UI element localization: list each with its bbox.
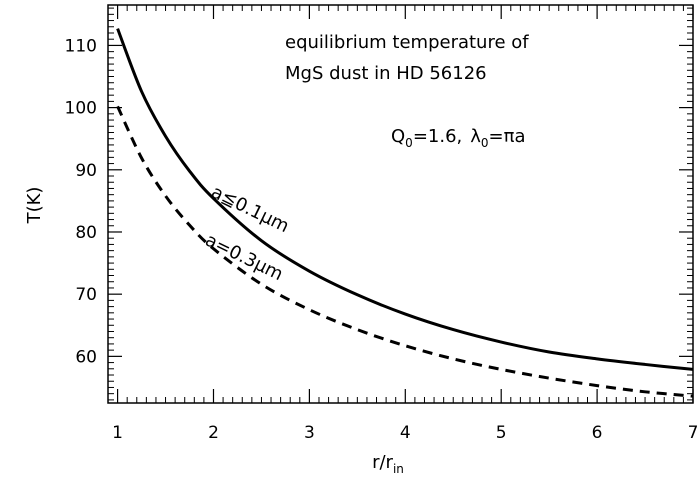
x-tick-label: 3 xyxy=(304,423,315,443)
param-lambda-sub: 0 xyxy=(481,136,489,150)
x-axis-title: r/rin xyxy=(372,452,404,476)
y-tick-label: 70 xyxy=(75,285,97,305)
param-lambda: λ xyxy=(470,126,481,147)
axis-tick-labels: 1 2 3 4 5 6 7 60 70 80 90 100 110 xyxy=(65,36,699,443)
annotation-line2: MgS dust in HD 56126 xyxy=(285,63,487,84)
y-tick-label: 80 xyxy=(75,223,97,243)
param-q: Q xyxy=(391,126,405,147)
annotation-params: Q0=1.6, λ0=πa xyxy=(391,126,526,150)
series-label-solid: a≦0.1μm xyxy=(208,182,292,238)
y-tick-label: 100 xyxy=(65,99,97,119)
series-label-dashed: a=0.3μm xyxy=(202,230,286,286)
x-tick-label: 7 xyxy=(688,423,699,443)
x-axis-title-sub: in xyxy=(393,462,404,476)
annotation-line1: equilibrium temperature of xyxy=(285,32,529,53)
x-tick-label: 1 xyxy=(112,423,123,443)
x-tick-label: 2 xyxy=(208,423,219,443)
y-tick-label: 110 xyxy=(65,36,97,56)
y-tick-label: 90 xyxy=(75,161,97,181)
x-tick-label: 4 xyxy=(400,423,411,443)
param-q-sub: 0 xyxy=(405,136,413,150)
x-axis-title-main: r/r xyxy=(372,452,393,473)
param-lambda-value: =πa xyxy=(489,126,526,147)
y-axis-title: T(K) xyxy=(24,187,45,225)
param-q-value: =1.6, xyxy=(413,126,462,147)
x-tick-label: 6 xyxy=(592,423,603,443)
x-tick-label: 5 xyxy=(496,423,507,443)
y-tick-label: 60 xyxy=(75,347,97,367)
